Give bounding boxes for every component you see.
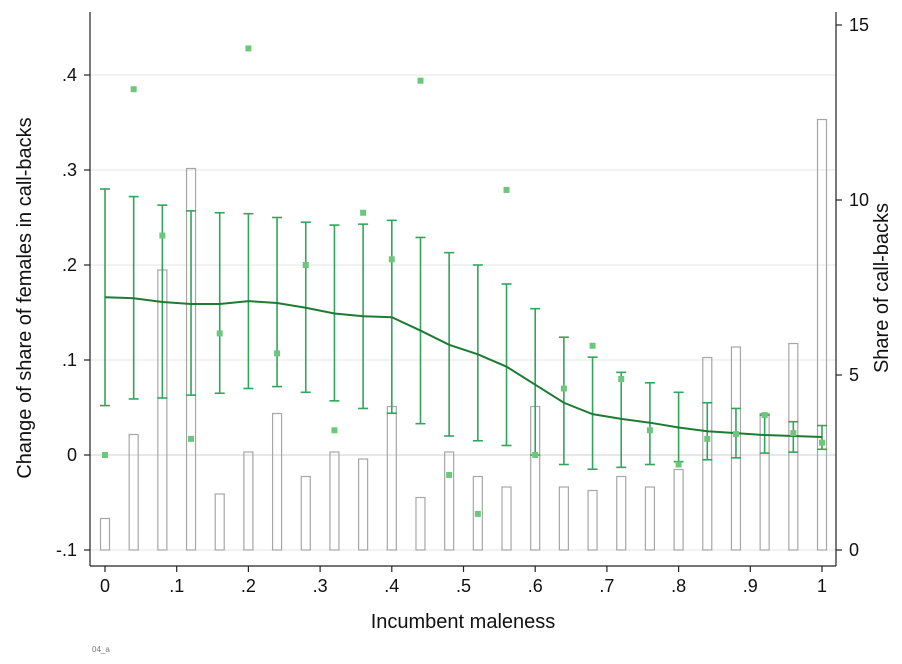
x-tick-label-3: .3 (313, 576, 328, 596)
bar-11 (415, 496, 426, 551)
x-tick-label-9: .9 (743, 576, 758, 596)
x-tick-label-8: .8 (671, 576, 686, 596)
bar-4 (214, 493, 225, 551)
scatter-point-14 (503, 186, 510, 193)
scatter-point-4 (216, 330, 223, 337)
bar-8 (329, 451, 340, 551)
bar-18 (616, 475, 627, 551)
bar-22 (730, 346, 742, 551)
scatter-point-25 (819, 439, 825, 446)
bar-3 (185, 167, 197, 551)
x-tick-label-0: 0 (100, 576, 110, 596)
y-axis-title: Change of share of females in call-backs (14, 117, 36, 478)
y-tick-label-1: 0 (67, 445, 77, 465)
bar-19 (644, 486, 656, 551)
scatter-point-23 (761, 412, 768, 419)
y2-tick-label-0: 0 (849, 540, 859, 560)
tick-labels: 0 .1 .2 .3 .4 .5 .6 .7 .8 .9 1 -.1 0 .1 .2 .3 .4 0 5 10 15 (56, 15, 869, 596)
bar-1 (128, 433, 139, 551)
y2-axis-title: Share of call-backs (871, 203, 893, 373)
y2-tick-label-2: 10 (849, 190, 869, 210)
x-tick-label-6: .6 (528, 576, 543, 596)
scatter-point-13 (474, 510, 481, 517)
x-tick-label-4: .4 (384, 576, 399, 596)
scatter-point-9 (360, 209, 367, 216)
scatter-points (102, 45, 825, 517)
y2-tick-label-1: 5 (849, 365, 859, 385)
scatter-point-24 (790, 430, 797, 437)
scatter-point-12 (446, 471, 453, 478)
bar-21 (702, 356, 713, 551)
bars (99, 118, 828, 551)
scatter-point-11 (417, 77, 424, 84)
bar-24 (788, 342, 799, 551)
y-tick-label-5: .4 (62, 65, 77, 85)
scatter-point-20 (675, 461, 682, 468)
scatter-point-22 (732, 431, 739, 438)
x-tick-label-10: 1 (817, 576, 827, 596)
scatter-point-19 (646, 427, 653, 434)
y2-tick-label-3: 15 (849, 15, 869, 35)
y-tick-label-3: .2 (62, 255, 77, 275)
scatter-point-10 (388, 256, 395, 263)
x-tick-label-2: .2 (241, 576, 256, 596)
bar-7 (300, 475, 311, 551)
footnote: 04_a (92, 645, 110, 654)
scatter-point-15 (532, 452, 539, 458)
scatter-point-2 (159, 232, 166, 239)
x-tick-label-5: .5 (456, 576, 471, 596)
scatter-point-18 (618, 376, 625, 382)
scatter-point-0 (102, 452, 108, 458)
x-tick-label-7: .7 (599, 576, 614, 596)
y-tick-label-2: .1 (62, 350, 77, 370)
scatter-point-1 (130, 86, 137, 93)
x-tick-label-1: .1 (169, 576, 184, 596)
fitted-line (104, 296, 823, 438)
scatter-point-7 (302, 262, 309, 268)
bar-14 (501, 486, 512, 551)
scatter-point-3 (188, 435, 195, 442)
scatter-point-5 (245, 45, 252, 52)
bar-9 (358, 458, 369, 551)
bar-17 (587, 489, 598, 551)
scatter-point-16 (560, 385, 567, 392)
scatter-point-8 (331, 427, 338, 434)
scatter-point-17 (589, 342, 596, 349)
x-axis-title: Incumbent maleness (371, 611, 556, 633)
bar-0 (99, 517, 111, 551)
bar-5 (243, 451, 254, 551)
y-tick-label-4: .3 (62, 160, 77, 180)
axes (84, 12, 842, 572)
bar-20 (673, 468, 684, 551)
scatter-point-21 (704, 435, 711, 442)
bar-16 (558, 486, 569, 551)
fitted-line-group (104, 296, 823, 438)
y-tick-label-0: -.1 (56, 540, 77, 560)
scatter-point-6 (274, 350, 281, 357)
bar-12 (444, 451, 455, 551)
bar-25 (816, 118, 828, 551)
bar-6 (271, 412, 283, 551)
bar-13 (472, 475, 483, 551)
